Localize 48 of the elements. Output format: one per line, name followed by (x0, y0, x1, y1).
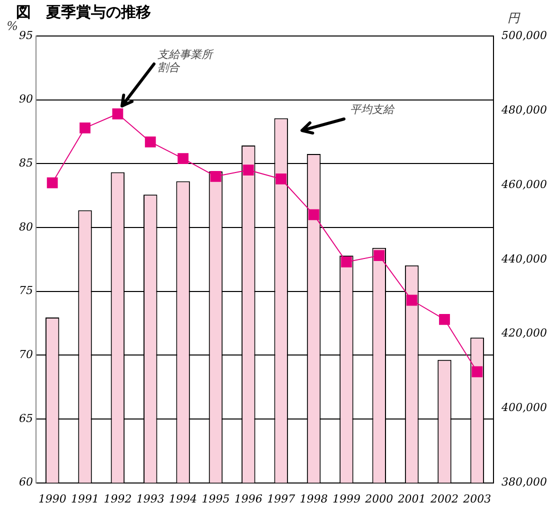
y2-tick-label: 380,000 (502, 476, 548, 489)
y2-tick-label: 480,000 (500, 103, 548, 116)
point (472, 366, 483, 378)
point (276, 174, 287, 184)
y-tick-label: 65 (18, 412, 33, 425)
x-tick-label: 1998 (300, 492, 328, 506)
x-tick-label: 2003 (462, 492, 492, 506)
y-tick-label: 75 (18, 284, 33, 298)
x-tick-label: 1993 (136, 492, 164, 506)
point (46, 177, 58, 188)
point (144, 136, 156, 148)
point (406, 294, 418, 306)
point (210, 170, 222, 182)
y-tick-label: 70 (18, 348, 33, 361)
point (341, 256, 352, 268)
y2-axis-title: 円 (508, 11, 521, 25)
annotation: 平均支給 (350, 103, 396, 116)
y-tick-label: 90 (18, 92, 33, 106)
x-tick-label: 2001 (396, 492, 426, 506)
point (112, 108, 124, 120)
point (439, 314, 450, 325)
x-tick-label: 1995 (202, 492, 230, 506)
x-tick-label: 1991 (71, 492, 100, 506)
point (374, 250, 385, 262)
x-tick-label: 1999 (332, 492, 360, 506)
y-tick-label: 95 (18, 28, 33, 42)
x-tick-label: 2002 (429, 492, 458, 506)
chart-title: 図 夏季賞与の推移 (16, 2, 151, 21)
y2-tick-label: 400,000 (500, 401, 548, 414)
y-axis-title: % (6, 19, 18, 33)
y2-tick-label: 460,000 (500, 178, 548, 191)
x-tick-label: 2000 (364, 492, 394, 506)
x-tick-label: 1994 (169, 492, 198, 506)
x-tick-label: 1992 (104, 492, 132, 506)
y-tick-label: 85 (18, 156, 33, 170)
x-tick-label: 1996 (234, 492, 262, 506)
point (80, 122, 90, 134)
x-tick-label: 1990 (38, 492, 66, 506)
point (242, 164, 254, 176)
point (178, 153, 189, 164)
y-tick-label: 60 (18, 476, 33, 489)
y2-tick-label: 500,000 (502, 28, 548, 42)
y-tick-label: 80 (18, 220, 33, 234)
y2-tick-label: 420,000 (500, 326, 548, 340)
x-tick-label: 1997 (267, 492, 296, 506)
point (308, 209, 320, 220)
annotation: 支給事業所割合 (158, 48, 215, 74)
y2-tick-label: 440,000 (500, 252, 548, 266)
